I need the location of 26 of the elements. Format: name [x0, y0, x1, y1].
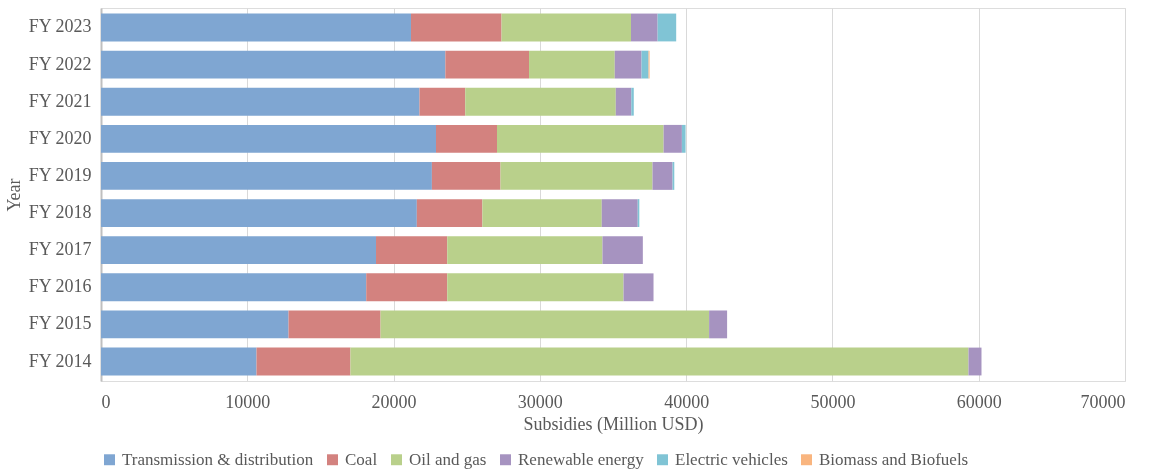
y-tick-label: FY 2018	[28, 202, 92, 223]
legend-label: Renewable energy	[518, 449, 645, 469]
y-tick-label: FY 2016	[28, 276, 92, 297]
x-tick-label: 70000	[1080, 391, 1126, 412]
legend-label: Coal	[345, 449, 378, 469]
y-tick-label: FY 2020	[28, 127, 92, 148]
y-tick-label: FY 2019	[28, 164, 92, 185]
legend-label: Biomass and Biofuels	[819, 449, 969, 469]
legend-label: Electric vehicles	[675, 449, 788, 469]
x-tick-label: 50000	[810, 391, 856, 412]
x-tick-label: 10000	[225, 391, 271, 412]
x-tick-label: 60000	[956, 391, 1002, 412]
y-tick-label: FY 2014	[28, 350, 92, 371]
x-tick-label: 0	[101, 391, 111, 412]
x-tick-label: 40000	[664, 391, 710, 412]
x-axis-title: Subsidies (Million USD)	[523, 413, 704, 435]
y-tick-label: FY 2022	[28, 53, 92, 74]
x-tick-label: 20000	[371, 391, 417, 412]
legend-label: Transmission & distribution	[122, 449, 314, 469]
y-tick-label: FY 2017	[28, 239, 92, 260]
x-tick-label: 30000	[517, 391, 563, 412]
y-axis-title: Year	[3, 178, 24, 212]
y-tick-label: FY 2015	[28, 313, 92, 334]
y-tick-label: FY 2021	[28, 90, 92, 111]
y-tick-label: FY 2023	[28, 16, 92, 37]
legend-label: Oil and gas	[409, 449, 487, 469]
